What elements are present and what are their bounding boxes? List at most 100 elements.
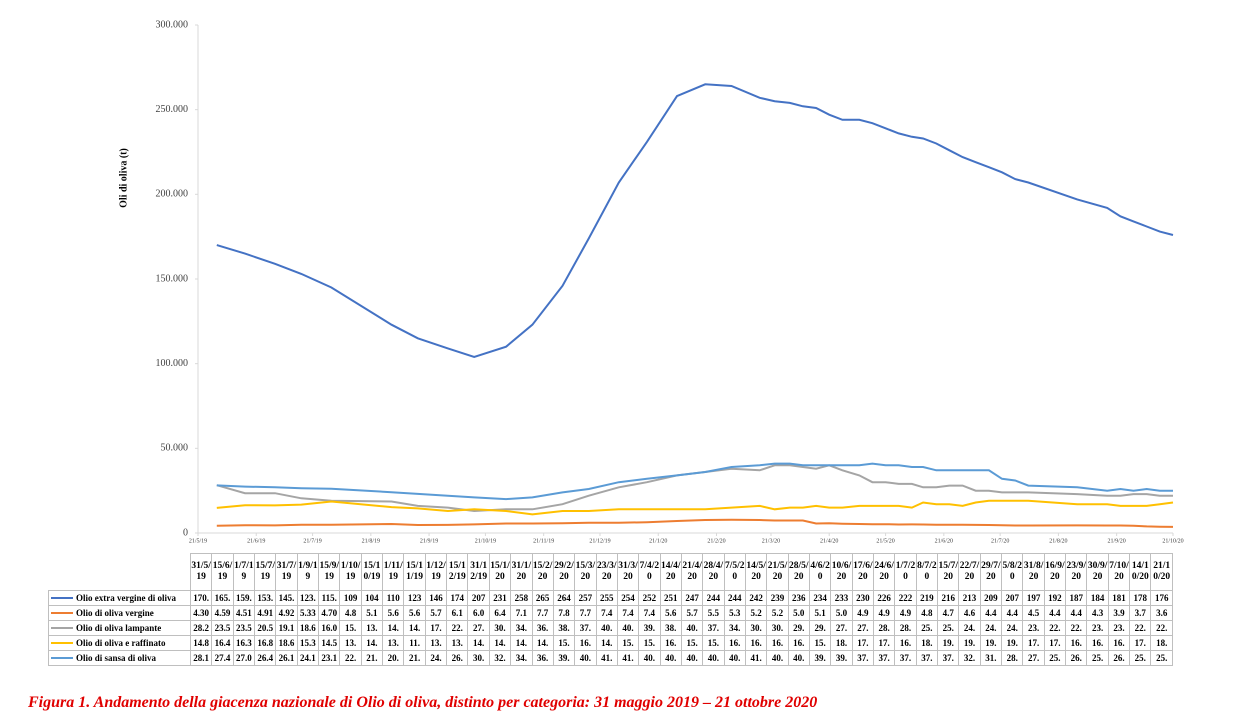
value-cell: 5.1 [360,605,384,621]
value-cell: 244 [723,590,746,606]
value-cell: 257 [574,590,597,606]
header-cell: 23/9/20 [1065,553,1088,591]
legend-label: Olio di sansa di oliva [76,652,157,663]
value-cell: 37. [851,650,875,666]
value-cell: 17. [1043,635,1067,651]
legend-cell: Olio di sansa di oliva [48,650,191,666]
value-cell: 14. [403,620,426,636]
value-cell: 7.4 [595,605,618,621]
legend-swatch [51,612,73,615]
legend-swatch [51,597,73,600]
header-cell: 23/3/20 [595,553,618,591]
value-cell: 6.1 [446,605,469,621]
value-cell: 7.4 [616,605,640,621]
header-cell: 5/8/20 [1001,553,1024,591]
x-tick-label: 21/3/20 [762,538,780,544]
header-cell: 29/2/20 [552,553,576,591]
value-cell: 25. [937,620,960,636]
value-cell: 5.0 [787,605,810,621]
value-cell: 39. [552,650,576,666]
value-cell: 30. [744,620,768,636]
value-cell: 17. [872,635,896,651]
legend-cell: Olio di oliva vergine [48,605,191,621]
legend-swatch [51,657,73,660]
value-cell: 176 [1150,590,1173,606]
value-cell: 4.9 [851,605,875,621]
value-cell: 207 [467,590,490,606]
value-cell: 39. [830,650,853,666]
legend-label: Olio di oliva e raffinato [76,637,166,648]
value-cell: 222 [894,590,917,606]
value-cell: 14. [488,635,512,651]
y-tick-label: 250.000 [156,104,189,115]
value-cell: 255 [595,590,618,606]
x-tick-label: 21/1/20 [649,538,667,544]
value-cell: 24. [979,620,1003,636]
y-tick-label: 100.000 [156,358,189,369]
value-cell: 30. [467,650,490,666]
value-cell: 6.0 [467,605,490,621]
value-cell: 216 [937,590,960,606]
value-cell: 17. [1022,635,1045,651]
value-cell: 4.8 [915,605,939,621]
value-cell: 41. [595,650,618,666]
corner-cell [49,554,191,591]
value-cell: 5.7 [680,605,704,621]
value-cell: 14. [510,635,533,651]
value-cell: 13. [339,635,362,651]
header-cell: 22/7/20 [958,553,981,591]
value-cell: 40. [702,650,725,666]
value-cell: 264 [552,590,576,606]
value-cell: 7.1 [510,605,533,621]
y-tick-label: 200.000 [156,189,189,200]
x-tick-label: 21/2/20 [707,538,725,544]
y-tick-label: 0 [183,527,188,538]
value-cell: 178 [1129,590,1152,606]
value-cell: 34. [510,650,533,666]
value-cell: 18.6 [296,620,320,636]
value-cell: 40. [638,650,661,666]
value-cell: 213 [958,590,981,606]
value-cell: 16.3 [232,635,256,651]
value-cell: 39. [808,650,832,666]
header-cell: 17/6/20 [851,553,875,591]
value-cell: 239 [766,590,789,606]
value-cell: 5.1 [808,605,832,621]
value-cell: 251 [659,590,682,606]
value-cell: 14. [382,620,405,636]
value-cell: 38. [659,620,682,636]
value-cell: 24. [958,620,981,636]
value-cell: 6.4 [488,605,512,621]
value-cell: 123. [296,590,320,606]
value-cell: 15. [702,635,725,651]
x-tick-label: 21/7/19 [303,538,321,544]
value-cell: 40. [616,620,640,636]
header-cell: 16/9/20 [1043,553,1067,591]
value-cell: 17. [851,635,875,651]
value-cell: 29. [787,620,810,636]
value-cell: 104 [360,590,384,606]
value-cell: 40. [723,650,746,666]
value-cell: 15. [339,620,362,636]
header-cell: 31/8/20 [1022,553,1045,591]
value-cell: 197 [1022,590,1045,606]
legend-swatch [51,627,73,630]
series-line [216,518,1174,528]
value-cell: 192 [1043,590,1067,606]
value-cell: 25. [1150,650,1173,666]
value-cell: 27.0 [232,650,256,666]
value-cell: 265 [531,590,554,606]
value-cell: 4.9 [894,605,917,621]
value-cell: 23. [1107,620,1131,636]
value-cell: 18. [830,635,853,651]
value-cell: 19. [958,635,981,651]
value-cell: 40. [680,620,704,636]
value-cell: 24. [424,650,448,666]
value-cell: 14.8 [189,635,213,651]
value-cell: 5.3 [723,605,746,621]
value-cell: 16. [744,635,768,651]
value-cell: 25. [915,620,939,636]
value-cell: 242 [744,590,768,606]
header-cell: 7/4/20 [638,553,661,591]
value-cell: 109 [339,590,362,606]
